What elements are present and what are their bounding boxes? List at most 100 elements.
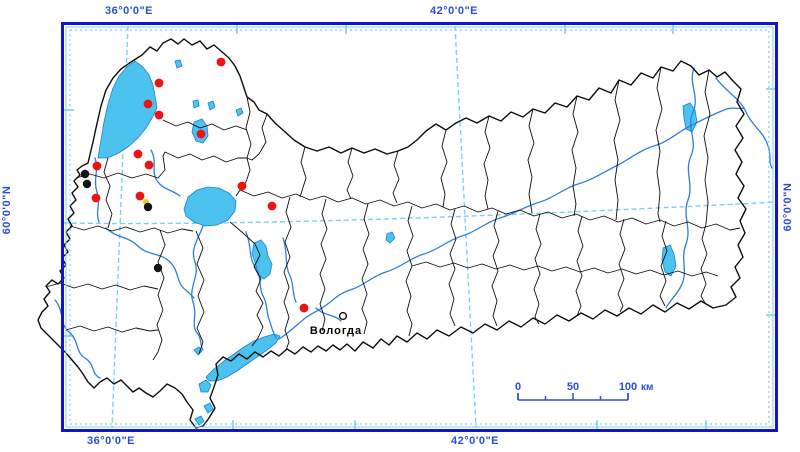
sample-dot-red	[143, 99, 153, 109]
coord-label-left: 60°0'0"N	[1, 186, 13, 235]
sample-dot-red	[299, 303, 309, 313]
sample-dot-black	[80, 169, 90, 179]
district-boundary	[392, 150, 400, 204]
district-boundary	[617, 218, 626, 313]
district-boundary	[69, 225, 194, 234]
lake-onega	[97, 60, 158, 159]
coord-label-top-left: 36°0'0"E	[105, 5, 153, 17]
graticule-ticks	[64, 24, 776, 430]
district-boundary	[361, 203, 370, 335]
lake-small	[193, 346, 203, 356]
river	[715, 77, 773, 169]
sample-dot-black	[82, 179, 92, 189]
district-boundary	[65, 325, 159, 333]
oblast-outline	[37, 38, 747, 429]
city-marker	[338, 311, 348, 321]
sample-dot-red	[92, 161, 102, 171]
district-boundary	[45, 282, 159, 291]
lake-small	[194, 415, 205, 426]
river	[105, 227, 195, 299]
lake-small	[251, 239, 273, 280]
lake-small	[192, 99, 200, 109]
district-boundary	[405, 205, 414, 337]
district-boundary	[346, 147, 354, 200]
meridian-42E	[454, 25, 477, 429]
scale-tick-label: 0	[515, 381, 521, 393]
district-boundary	[527, 108, 535, 214]
lake-small	[198, 379, 212, 393]
district-boundary	[239, 189, 741, 231]
district-boundary	[491, 210, 500, 327]
district-boundary	[571, 95, 579, 217]
scale-bar: км 0 50 100	[515, 381, 653, 401]
district-boundary	[103, 157, 113, 229]
sample-dot-red	[267, 201, 277, 211]
district-boundary	[162, 119, 248, 131]
district-boundary	[195, 230, 205, 355]
sample-dot-red	[144, 160, 154, 170]
sample-dot-red	[237, 181, 247, 191]
district-boundary	[299, 146, 307, 198]
district-boundary	[659, 220, 668, 307]
district-boundary	[440, 129, 448, 208]
district-boundary	[319, 198, 328, 332]
river	[150, 149, 181, 197]
district-boundary	[246, 113, 268, 161]
district-boundary	[229, 221, 264, 347]
district-boundary	[448, 208, 457, 327]
coord-label-top-right: 42°0'0"E	[430, 5, 478, 17]
sample-dot-red	[133, 149, 143, 159]
coord-label-right: 60°0'0"N	[782, 183, 794, 232]
lakes	[97, 59, 698, 426]
river	[191, 225, 204, 351]
district-boundary	[152, 229, 166, 361]
lake-small	[385, 231, 396, 244]
sample-markers	[80, 57, 309, 313]
river	[245, 231, 277, 339]
district-boundary	[283, 196, 292, 351]
graticule-grid	[63, 24, 778, 430]
frame-dashed-line	[69, 29, 770, 425]
district-boundary	[613, 79, 621, 221]
sample-dot-red	[154, 110, 164, 120]
sample-dot-red	[154, 78, 164, 88]
river	[282, 237, 297, 303]
sample-dot-black	[143, 202, 153, 212]
frame-inner-line	[65, 26, 774, 428]
sample-dot-black	[153, 263, 163, 273]
sample-dot-red	[216, 57, 226, 67]
district-boundary	[411, 261, 719, 277]
scale-unit-label: км	[641, 382, 653, 393]
scale-tick-label: 100	[619, 381, 637, 393]
district-boundary	[703, 69, 711, 225]
frame-border	[61, 22, 778, 432]
district-boundary	[700, 223, 708, 304]
lake-small	[661, 244, 677, 277]
river	[315, 307, 342, 322]
sample-dot-red	[91, 193, 101, 203]
scale-tick-label: 50	[567, 381, 579, 393]
city-vologda: Вологда	[310, 311, 362, 337]
district-boundary	[75, 151, 166, 179]
district-boundary	[533, 213, 542, 325]
city-label: Вологда	[310, 325, 362, 337]
sample-dot-red	[196, 129, 206, 139]
coord-label-bottom-left: 36°0'0"E	[87, 435, 135, 447]
district-boundary	[164, 151, 247, 163]
coord-label-bottom-right: 42°0'0"E	[451, 435, 499, 447]
parallel-60N	[63, 201, 778, 225]
district-boundaries	[45, 66, 741, 361]
lake-small	[203, 402, 214, 414]
sample-dot-red	[135, 191, 145, 201]
lake-small	[207, 100, 216, 111]
district-boundary	[483, 115, 491, 210]
district-boundary	[575, 215, 584, 317]
lake-small	[174, 59, 183, 69]
lake-beloye	[183, 186, 237, 227]
lake-small	[235, 107, 244, 117]
lake-kubenskoye	[205, 333, 281, 382]
river	[665, 67, 696, 309]
graticule-labels: 36°0'0"E 42°0'0"E 36°0'0"E 42°0'0"E 60°0…	[1, 5, 794, 447]
